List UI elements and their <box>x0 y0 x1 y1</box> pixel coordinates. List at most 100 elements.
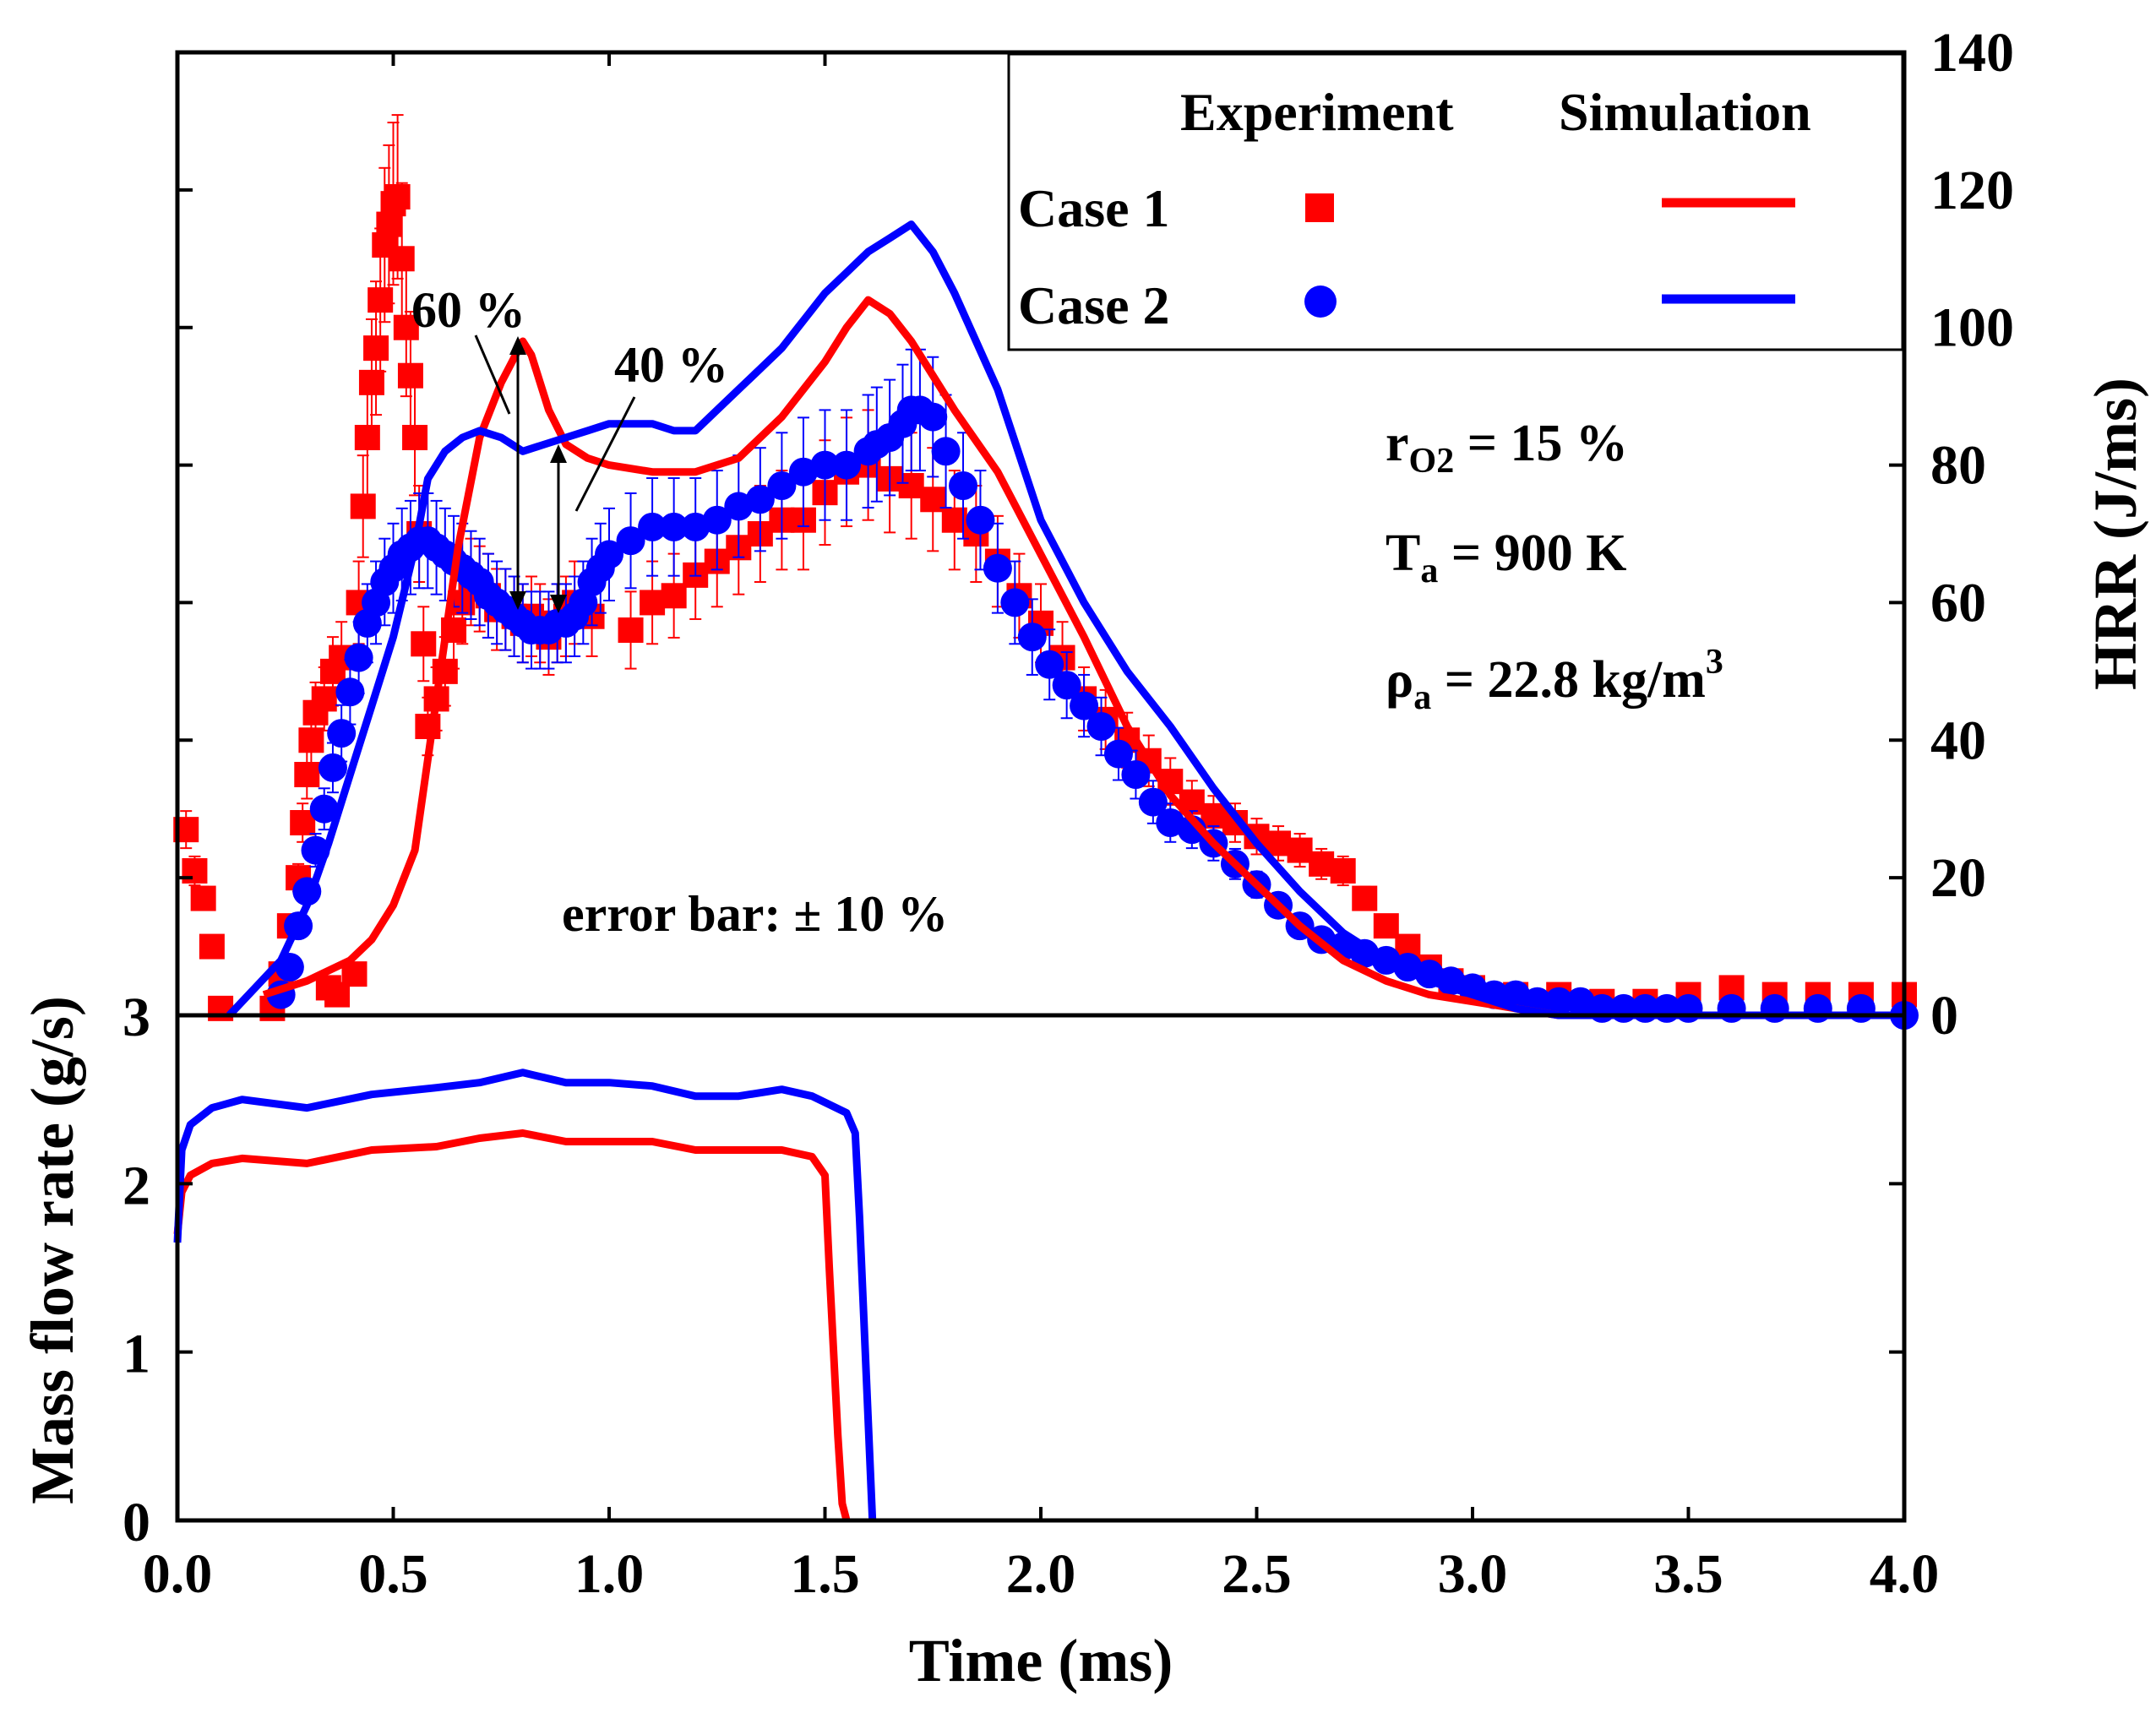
data-point <box>681 512 710 541</box>
data-point <box>402 425 428 450</box>
data-point <box>745 485 775 514</box>
case-2-simulation-line <box>226 220 1904 1020</box>
mass-flow-case-1-line <box>173 1129 851 1522</box>
arrow-60-percent-head-up <box>509 336 526 355</box>
data-point <box>931 437 961 466</box>
data-point <box>363 335 389 362</box>
data-point <box>1565 987 1595 1016</box>
data-point <box>1544 987 1574 1016</box>
data-point <box>309 794 339 824</box>
leader-line-60-percent <box>474 334 511 415</box>
data-point <box>966 505 995 535</box>
hrr-tick-label: 80 <box>1930 435 1986 497</box>
mass-flow-tick-label: 3 <box>122 987 150 1048</box>
mass-flow-tick-label: 0 <box>122 1492 150 1553</box>
condition-ambient-density: ρa = 22.8 kg/m3 <box>1386 643 1723 717</box>
data-point <box>1000 588 1030 617</box>
data-point <box>318 753 347 782</box>
data-point <box>661 583 687 609</box>
data-point <box>659 512 689 541</box>
x-tick-label: 2.0 <box>1006 1543 1076 1605</box>
mass-flow-tick-label: 1 <box>122 1324 150 1385</box>
x-axis-title: Time (ms) <box>909 1627 1173 1694</box>
annotation-60-percent: 60 % <box>411 282 525 338</box>
annotation-error-bar: error bar: ± 10 % <box>562 886 948 942</box>
data-point <box>1352 885 1378 911</box>
data-point <box>335 677 365 707</box>
data-point <box>618 617 644 643</box>
hrr-axis-title: HRR (J/ms) <box>2082 378 2149 690</box>
data-point <box>983 553 1012 583</box>
x-tick-label: 4.0 <box>1870 1543 1940 1605</box>
data-point <box>949 471 978 500</box>
case-1-simulation-line <box>262 296 1904 1020</box>
data-point <box>199 933 225 960</box>
data-point <box>1052 671 1081 700</box>
data-point <box>1121 760 1151 789</box>
data-point <box>1017 623 1047 652</box>
arrow-60-percent-head-down <box>509 591 526 610</box>
data-point <box>1309 851 1335 877</box>
data-point <box>767 471 797 500</box>
data-point <box>1373 913 1399 939</box>
x-tick-label: 1.0 <box>574 1543 645 1605</box>
data-point <box>1287 837 1313 863</box>
hrr-tick-label: 40 <box>1930 710 1986 771</box>
legend-header-experiment: Experiment <box>1180 82 1454 142</box>
data-layer <box>173 114 1919 1522</box>
data-point <box>616 526 645 556</box>
data-point <box>411 631 437 657</box>
arrow-40-percent-head-up <box>550 444 567 463</box>
data-point <box>1501 980 1531 1009</box>
data-point <box>1103 739 1133 769</box>
hrr-tick-label: 120 <box>1930 160 2014 221</box>
x-tick-label: 0.5 <box>358 1543 428 1605</box>
mass-flow-tick-label: 2 <box>122 1155 150 1216</box>
legend-label-case1: Case 1 <box>1018 178 1170 238</box>
legend-marker-case1-experiment <box>1305 193 1334 222</box>
condition-ambient-temperature: Ta = 900 K <box>1386 525 1626 590</box>
data-point <box>638 512 667 541</box>
hrr-tick-label: 0 <box>1930 985 1958 1047</box>
hrr-tick-label: 100 <box>1930 297 2014 359</box>
legend-label-case2: Case 2 <box>1018 275 1170 335</box>
data-point <box>595 540 623 569</box>
data-point <box>702 505 732 535</box>
data-point <box>832 450 862 480</box>
legend-header-simulation: Simulation <box>1559 82 1811 142</box>
legend-marker-case2-experiment <box>1304 286 1337 318</box>
data-point <box>182 858 208 884</box>
arrow-40-percent-head-down <box>550 595 567 613</box>
data-point <box>393 314 419 340</box>
mass-flow-case-2-line <box>173 1069 877 1521</box>
data-point <box>1070 691 1099 721</box>
data-point <box>344 643 373 672</box>
data-point <box>1330 858 1356 884</box>
data-point <box>384 184 411 209</box>
data-point <box>810 450 840 480</box>
data-point <box>1035 650 1064 679</box>
data-point <box>294 762 320 787</box>
data-point <box>1138 787 1168 817</box>
data-point <box>724 492 754 521</box>
data-point <box>1086 712 1116 741</box>
x-tick-label: 3.0 <box>1438 1543 1508 1605</box>
hrr-tick-label: 20 <box>1930 847 1986 909</box>
x-tick-label: 2.5 <box>1222 1543 1292 1605</box>
data-point <box>298 727 324 753</box>
data-point <box>397 362 423 389</box>
tick-layer: 0.0 0.5 1.0 1.5 2.0 2.5 3.0 3.5 4.00204060801001… <box>122 22 2014 1605</box>
hrr-tick-label: 60 <box>1930 572 1986 634</box>
data-point <box>1266 830 1292 856</box>
data-point <box>327 719 357 748</box>
leader-line-40-percent <box>574 396 636 512</box>
data-point <box>1156 808 1185 837</box>
annotation-40-percent: 40 % <box>614 337 728 393</box>
data-point <box>788 457 818 487</box>
hrr-tick-label: 140 <box>1930 22 2014 84</box>
data-point <box>640 590 666 616</box>
x-tick-label: 3.5 <box>1653 1543 1723 1605</box>
mass-flow-axis-title: Mass flow rate (g/s) <box>19 996 86 1504</box>
data-point <box>350 493 376 519</box>
